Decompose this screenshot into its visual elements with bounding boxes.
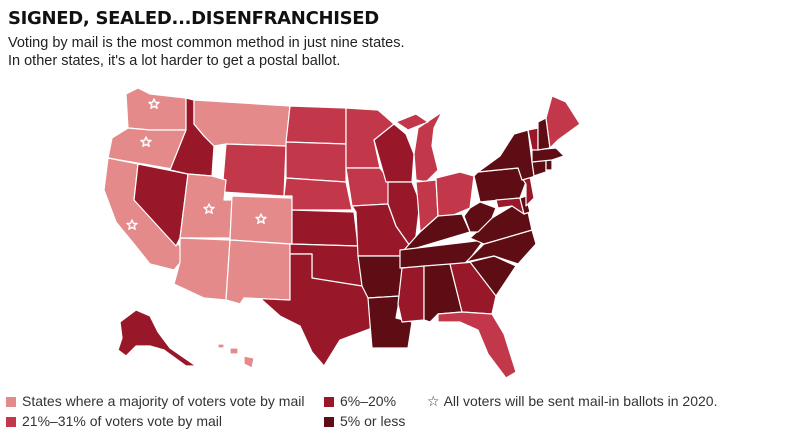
state-ms[interactable] [397, 265, 425, 323]
state-mi[interactable] [395, 111, 443, 183]
star-icon-ut [203, 203, 215, 214]
state-nm[interactable] [225, 239, 291, 305]
state-ar[interactable] [357, 255, 405, 299]
state-tx[interactable] [243, 253, 373, 367]
legend-item-star: ☆ All voters will be sent mail-in ballots… [427, 393, 717, 410]
legend-label-6-20: 6%–20% [340, 393, 397, 409]
state-me[interactable] [545, 95, 581, 149]
state-wv[interactable] [463, 201, 497, 233]
page-title: SIGNED, SEALED...DISENFRANCHISED [8, 8, 379, 29]
state-co[interactable] [229, 195, 293, 245]
state-fl[interactable] [437, 311, 517, 379]
state-hi[interactable] [217, 343, 255, 369]
legend-label-majority: States where a majority of voters vote b… [22, 393, 305, 409]
legend-label-5-or-less: 5% or less [340, 413, 406, 429]
state-ut[interactable] [179, 173, 233, 239]
legend-item-5-or-less: 5% or less [324, 413, 405, 429]
state-az[interactable] [173, 237, 231, 301]
state-ma[interactable] [531, 147, 565, 163]
legend-item-21-31: 21%–31% of voters vote by mail [6, 413, 222, 429]
state-de[interactable] [519, 195, 531, 215]
legend-swatch-21-31 [6, 417, 16, 427]
legend-label-star: All voters will be sent mail-in ballots … [443, 393, 718, 409]
star-icon-wa [148, 98, 160, 109]
state-sd[interactable] [285, 141, 347, 183]
legend-swatch-5-or-less [324, 417, 334, 427]
state-ri[interactable] [545, 159, 553, 171]
state-ks[interactable] [291, 209, 359, 247]
subtitle-line-1: Voting by mail is the most common method… [8, 35, 405, 51]
subtitle-line-2: In other states, it's a lot harder to ge… [8, 53, 341, 69]
state-nd[interactable] [285, 105, 347, 145]
star-outline-icon: ☆ [427, 393, 440, 409]
state-md[interactable] [495, 197, 525, 215]
legend-label-21-31: 21%–31% of voters vote by mail [22, 413, 222, 429]
legend-swatch-majority [6, 397, 16, 407]
star-icon-ca [126, 219, 138, 230]
state-wy[interactable] [221, 143, 287, 197]
star-icon-or [140, 136, 152, 147]
state-ak[interactable] [117, 309, 197, 367]
legend-item-majority: States where a majority of voters vote b… [6, 393, 304, 409]
star-icon-co [255, 213, 267, 224]
state-pa[interactable] [473, 167, 527, 203]
legend-swatch-6-20 [324, 397, 334, 407]
state-mt[interactable] [193, 99, 291, 147]
state-ne[interactable] [283, 177, 353, 211]
state-ct[interactable] [531, 159, 547, 177]
subtitle: Voting by mail is the most common method… [8, 34, 405, 70]
state-wa[interactable] [125, 87, 187, 131]
legend-item-6-20: 6%–20% [324, 393, 396, 409]
